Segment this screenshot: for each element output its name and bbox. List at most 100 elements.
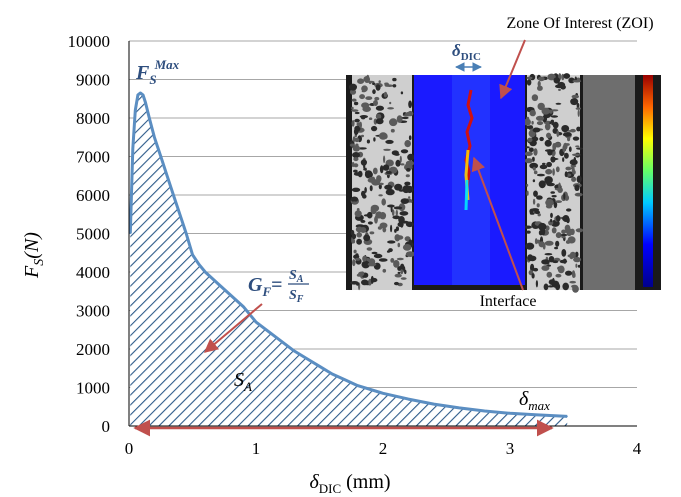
speckle-dot (352, 201, 357, 204)
speckle-dot (537, 85, 543, 91)
speckle-dot (404, 236, 411, 242)
speckle-dot (382, 227, 387, 233)
speckle-dot (531, 94, 539, 102)
data-point (153, 136, 155, 138)
sa-label: SA (234, 369, 252, 394)
data-point (129, 232, 131, 235)
gf-denominator: SF (289, 288, 304, 305)
speckle-dot (358, 147, 367, 150)
speckle-dot (385, 188, 395, 196)
speckle-dot (551, 195, 557, 198)
speckle-dot (353, 157, 359, 162)
speckle-dot (405, 174, 410, 178)
speckle-dot (362, 255, 367, 262)
speckle-dot (550, 212, 553, 218)
speckle-dot (563, 73, 571, 79)
data-point (148, 117, 150, 119)
speckle-dot (547, 285, 555, 288)
data-point (484, 410, 486, 412)
speckle-dot (528, 255, 537, 262)
speckle-dot (358, 227, 361, 236)
speckle-dot (355, 253, 359, 258)
data-point (344, 379, 346, 381)
speckle-dot (375, 113, 382, 120)
speckle-dot (354, 137, 360, 143)
speckle-dot (352, 145, 361, 152)
speckle-dot (533, 170, 538, 175)
speckle-dot (366, 211, 373, 219)
data-point (185, 232, 187, 235)
speckle-dot (533, 190, 538, 197)
speckle-dot (525, 146, 530, 149)
speckle-dot (364, 171, 373, 179)
speckle-dot (560, 233, 568, 237)
speckle-dot (526, 183, 529, 187)
speckle-dot (549, 121, 552, 125)
speckle-dot (536, 203, 540, 208)
speckle-dot (373, 100, 378, 106)
data-point (144, 102, 147, 104)
speckle-dot (387, 240, 396, 244)
data-point (458, 407, 460, 409)
x-tick-label: 1 (252, 439, 261, 458)
speckle-dot (352, 136, 356, 143)
speckle-dot (375, 118, 384, 125)
y-axis-label: FS(N) (21, 232, 47, 279)
speckle-dot (554, 142, 562, 148)
speckle-dot (576, 147, 584, 150)
speckle-dot (400, 91, 404, 95)
speckle-dot (554, 187, 563, 191)
speckle-dot (387, 204, 395, 208)
speckle-dot (389, 101, 392, 105)
speckle-dot (523, 118, 531, 126)
speckle-dot (535, 280, 539, 288)
speckle-dot (354, 210, 362, 218)
speckle-dot (572, 79, 582, 83)
speckle-dot (562, 216, 567, 221)
speckle-dot (532, 198, 536, 205)
speckle-dot (541, 107, 550, 115)
data-point (509, 412, 511, 414)
speckle-dot (392, 77, 397, 82)
speckle-dot (403, 266, 406, 273)
speckle-dot (399, 211, 409, 216)
speckle-dot (526, 79, 532, 86)
x-tick-label: 4 (633, 439, 642, 458)
speckle-dot (404, 140, 412, 148)
speckle-dot (533, 267, 539, 272)
speckle-dot (562, 282, 569, 291)
speckle-dot (386, 250, 391, 253)
speckle-dot (536, 195, 543, 200)
speckle-dot (546, 271, 553, 278)
x-tick-label: 0 (125, 439, 134, 458)
speckle-dot (574, 192, 583, 197)
speckle-dot (552, 168, 555, 176)
speckle-dot (550, 109, 559, 112)
speckle-dot (572, 136, 580, 141)
speckle-dot (369, 231, 375, 235)
speckle-dot (545, 168, 553, 175)
speckle-dot (577, 109, 580, 117)
speckle-dot (351, 106, 354, 110)
speckle-dot (400, 198, 409, 205)
speckle-dot (563, 193, 566, 200)
x-axis-label: δDIC (mm) (309, 471, 390, 496)
speckle-dot (566, 208, 572, 212)
speckle-dot (569, 280, 576, 284)
speckle-dot (356, 208, 360, 211)
dic-strain-field-shade (452, 75, 490, 285)
speckle-dot (387, 107, 394, 110)
speckle-dot (402, 244, 412, 251)
speckle-dot (407, 153, 415, 161)
speckle-dot (354, 125, 361, 132)
speckle-dot (360, 219, 366, 223)
speckle-dot (534, 238, 538, 245)
speckle-dot (370, 275, 374, 284)
speckle-dot (350, 281, 359, 285)
speckle-dot (546, 161, 552, 168)
speckle-dot (555, 273, 562, 278)
speckle-dot (528, 147, 534, 153)
x-tick-label: 2 (379, 439, 388, 458)
speckle-dot (361, 134, 364, 138)
speckle-dot (362, 194, 367, 199)
